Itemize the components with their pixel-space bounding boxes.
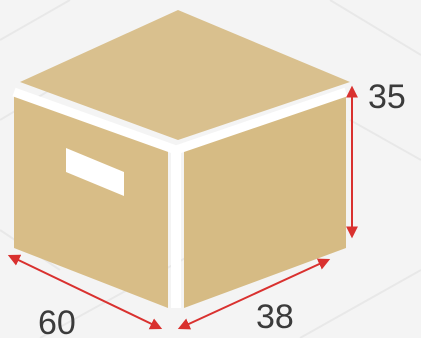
depth-label: 38	[256, 298, 294, 336]
box-side-face	[184, 92, 346, 308]
width-dimension-line	[7, 254, 163, 330]
box-front-face	[14, 92, 168, 308]
width-label: 60	[38, 304, 76, 342]
height-label: 35	[368, 78, 406, 116]
depth-dimension-line	[177, 258, 331, 330]
box-top-face	[20, 10, 350, 140]
box-handle	[66, 148, 124, 196]
